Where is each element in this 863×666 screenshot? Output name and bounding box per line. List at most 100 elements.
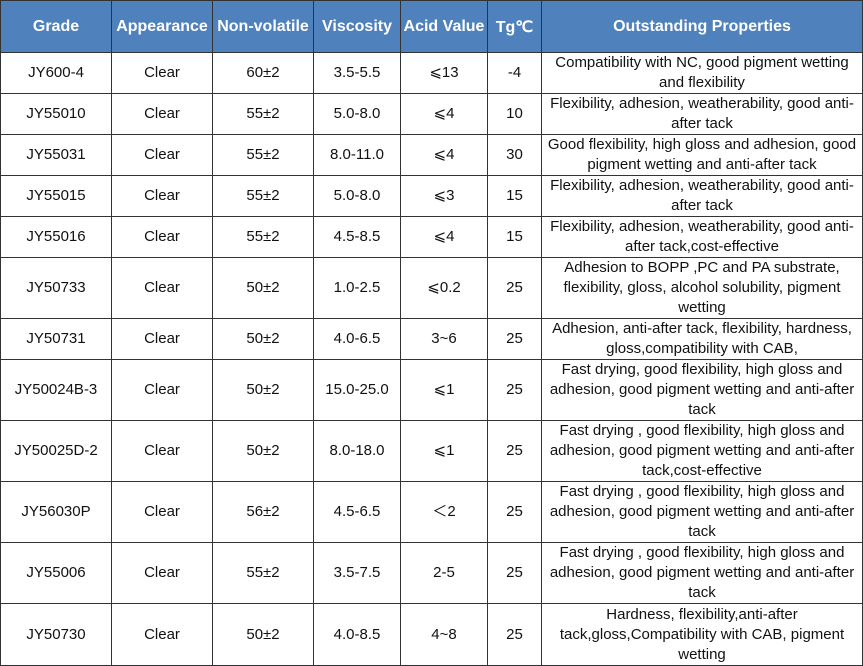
table-cell: 55±2 bbox=[212, 175, 314, 217]
table-cell: Clear bbox=[111, 93, 213, 135]
table-row: JY50730 Clear 50±2 4.0-8.5 4~8 25 Hardness, fl… bbox=[0, 603, 863, 666]
properties-cell: Compatibility with NC, good pigment wett… bbox=[541, 52, 863, 94]
table-cell: 4.5-6.5 bbox=[313, 481, 401, 543]
header-row: Grade Appearance Non-volatile Viscosity Acid… bbox=[0, 0, 863, 53]
properties-cell: Adhesion to BOPP ,PC and PA substrate, f… bbox=[541, 257, 863, 319]
table-cell: JY50733 bbox=[0, 257, 112, 319]
table-cell: 4.5-8.5 bbox=[313, 216, 401, 258]
table-row: JY50733 Clear 50±2 1.0-2.5 ⩽0.2 25 Adhesion to… bbox=[0, 257, 863, 319]
table-cell: 25 bbox=[487, 420, 542, 482]
table-cell: 5.0-8.0 bbox=[313, 93, 401, 135]
table-cell: Clear bbox=[111, 318, 213, 360]
table-cell: 4.0-6.5 bbox=[313, 318, 401, 360]
header-cell: Acid Value bbox=[400, 0, 488, 53]
table-cell: 2-5 bbox=[400, 542, 488, 604]
table-row: JY56030P Clear 56±2 4.5-6.5 ＜2 25 Fast drying … bbox=[0, 481, 863, 543]
table-cell: 15.0-25.0 bbox=[313, 359, 401, 421]
table-body: JY600-4 Clear 60±2 3.5-5.5 ⩽13 -4 Compatibilit… bbox=[0, 52, 863, 666]
table-row: JY50025D-2 Clear 50±2 8.0-18.0 ⩽1 25 Fast dryi… bbox=[0, 420, 863, 482]
table-cell: JY50025D-2 bbox=[0, 420, 112, 482]
table-cell: 10 bbox=[487, 93, 542, 135]
table-cell: 3.5-7.5 bbox=[313, 542, 401, 604]
table-cell: JY55016 bbox=[0, 216, 112, 258]
table-cell: Clear bbox=[111, 359, 213, 421]
table-cell: JY50731 bbox=[0, 318, 112, 360]
table-cell: 25 bbox=[487, 603, 542, 666]
properties-cell: Flexibility, adhesion, weatherability, g… bbox=[541, 216, 863, 258]
table-cell: 30 bbox=[487, 134, 542, 176]
table-cell: 25 bbox=[487, 257, 542, 319]
properties-cell: Fast drying , good flexibility, high glo… bbox=[541, 481, 863, 543]
table-cell: 55±2 bbox=[212, 542, 314, 604]
table-cell: 8.0-11.0 bbox=[313, 134, 401, 176]
table-cell: Clear bbox=[111, 481, 213, 543]
table-cell: 15 bbox=[487, 175, 542, 217]
table-cell: 50±2 bbox=[212, 359, 314, 421]
table-cell: Clear bbox=[111, 52, 213, 94]
table-cell: 50±2 bbox=[212, 257, 314, 319]
table-cell: -4 bbox=[487, 52, 542, 94]
table-cell: Clear bbox=[111, 216, 213, 258]
table-cell: 50±2 bbox=[212, 420, 314, 482]
table-cell: ⩽1 bbox=[400, 420, 488, 482]
table-cell: JY55015 bbox=[0, 175, 112, 217]
table-cell: 55±2 bbox=[212, 93, 314, 135]
header-cell: Non-volatile bbox=[212, 0, 314, 53]
properties-cell: Hardness, flexibility,anti-after tack,gl… bbox=[541, 603, 863, 666]
table-row: JY55031 Clear 55±2 8.0-11.0 ⩽4 30 Good flexibi… bbox=[0, 134, 863, 176]
table-row: JY55015 Clear 55±2 5.0-8.0 ⩽3 15 Flexibility, … bbox=[0, 175, 863, 217]
properties-cell: Flexibility, adhesion, weatherability, g… bbox=[541, 93, 863, 135]
table-cell: JY55010 bbox=[0, 93, 112, 135]
table-row: JY600-4 Clear 60±2 3.5-5.5 ⩽13 -4 Compatibilit… bbox=[0, 52, 863, 94]
table-cell: Clear bbox=[111, 257, 213, 319]
table-cell: JY56030P bbox=[0, 481, 112, 543]
header-cell: Tg℃ bbox=[487, 0, 542, 53]
properties-cell: Fast drying , good flexibility, high glo… bbox=[541, 542, 863, 604]
table-row: JY55006 Clear 55±2 3.5-7.5 2-5 25 Fast drying … bbox=[0, 542, 863, 604]
table-cell: 25 bbox=[487, 542, 542, 604]
table-cell: JY55006 bbox=[0, 542, 112, 604]
table-cell: ⩽0.2 bbox=[400, 257, 488, 319]
header-cell: Outstanding Properties bbox=[541, 0, 863, 53]
properties-cell: Fast drying, good flexibility, high glos… bbox=[541, 359, 863, 421]
table-cell: JY600-4 bbox=[0, 52, 112, 94]
header-cell: Appearance bbox=[111, 0, 213, 53]
table-cell: Clear bbox=[111, 542, 213, 604]
properties-cell: Adhesion, anti-after tack, flexibility, … bbox=[541, 318, 863, 360]
table-cell: Clear bbox=[111, 175, 213, 217]
table-cell: Clear bbox=[111, 603, 213, 666]
table-cell: 25 bbox=[487, 359, 542, 421]
table-cell: Clear bbox=[111, 134, 213, 176]
table-cell: 8.0-18.0 bbox=[313, 420, 401, 482]
header-cell: Grade bbox=[0, 0, 112, 53]
properties-cell: Good flexibility, high gloss and adhesio… bbox=[541, 134, 863, 176]
table-cell: ⩽13 bbox=[400, 52, 488, 94]
table-cell: 50±2 bbox=[212, 603, 314, 666]
table-cell: 4~8 bbox=[400, 603, 488, 666]
table-cell: 60±2 bbox=[212, 52, 314, 94]
table-cell: ⩽4 bbox=[400, 134, 488, 176]
properties-cell: Flexibility, adhesion, weatherability, g… bbox=[541, 175, 863, 217]
table-row: JY55016 Clear 55±2 4.5-8.5 ⩽4 15 Flexibility, … bbox=[0, 216, 863, 258]
table-cell: Clear bbox=[111, 420, 213, 482]
table-cell: 4.0-8.5 bbox=[313, 603, 401, 666]
table-cell: 55±2 bbox=[212, 216, 314, 258]
table-cell: 56±2 bbox=[212, 481, 314, 543]
table-cell: 15 bbox=[487, 216, 542, 258]
table-cell: 55±2 bbox=[212, 134, 314, 176]
table-cell: ⩽1 bbox=[400, 359, 488, 421]
table-cell: 50±2 bbox=[212, 318, 314, 360]
table-cell: JY50730 bbox=[0, 603, 112, 666]
table-cell: 5.0-8.0 bbox=[313, 175, 401, 217]
table-cell: 3.5-5.5 bbox=[313, 52, 401, 94]
table-cell: 25 bbox=[487, 318, 542, 360]
table-row: JY55010 Clear 55±2 5.0-8.0 ⩽4 10 Flexibility, … bbox=[0, 93, 863, 135]
table-cell: 1.0-2.5 bbox=[313, 257, 401, 319]
table-cell: ⩽3 bbox=[400, 175, 488, 217]
table-cell: 3~6 bbox=[400, 318, 488, 360]
table-cell: JY55031 bbox=[0, 134, 112, 176]
table-cell: ⩽4 bbox=[400, 93, 488, 135]
properties-cell: Fast drying , good flexibility, high glo… bbox=[541, 420, 863, 482]
